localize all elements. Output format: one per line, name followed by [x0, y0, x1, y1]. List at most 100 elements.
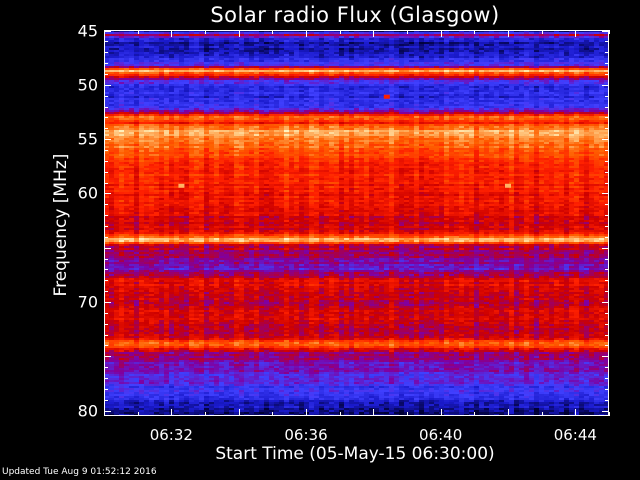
heatmap-cell [114, 72, 119, 74]
heatmap-cell [499, 52, 504, 54]
heatmap-cell [114, 58, 119, 60]
heatmap-cell [279, 114, 284, 116]
heatmap-cell [364, 76, 369, 78]
heatmap-cell [344, 90, 349, 92]
heatmap-cell [524, 62, 529, 64]
heatmap-cell [419, 46, 424, 48]
heatmap-cell [269, 102, 274, 104]
heatmap-cell [109, 110, 114, 112]
heatmap-cell [184, 110, 189, 112]
heatmap-cell [464, 56, 469, 58]
heatmap-cell [299, 56, 304, 58]
heatmap-cell [519, 70, 524, 72]
heatmap-cell [519, 96, 524, 98]
heatmap-cell [214, 106, 219, 108]
heatmap-cell [199, 68, 204, 70]
heatmap-cell [229, 44, 234, 46]
heatmap-cell [514, 32, 519, 34]
heatmap-cell [249, 92, 254, 94]
heatmap-cell [554, 110, 559, 112]
heatmap-cell [574, 82, 579, 84]
heatmap-cell [164, 124, 169, 126]
heatmap-cell [144, 102, 149, 104]
heatmap-cell [379, 48, 384, 50]
heatmap-cell [379, 74, 384, 76]
heatmap-cell [259, 56, 264, 58]
heatmap-cell [164, 126, 169, 128]
heatmap-cell [244, 76, 249, 78]
heatmap-cell [319, 48, 324, 50]
heatmap-cell [564, 58, 569, 60]
heatmap-cell [434, 98, 439, 100]
heatmap-cell [534, 110, 539, 112]
heatmap-cell [294, 86, 299, 88]
heatmap-cell [509, 36, 514, 38]
heatmap-cell [274, 66, 279, 68]
heatmap-cell [409, 120, 414, 122]
heatmap-cell [359, 100, 364, 102]
heatmap-cell [599, 38, 604, 40]
heatmap-cell [144, 82, 149, 84]
heatmap-cell [509, 112, 514, 114]
heatmap-cell [594, 64, 599, 66]
heatmap-cell [284, 38, 289, 40]
heatmap-cell [389, 86, 394, 88]
heatmap-cell [184, 72, 189, 74]
heatmap-cell [469, 70, 474, 72]
heatmap-cell [109, 60, 114, 62]
heatmap-cell [394, 88, 399, 90]
heatmap-cell [179, 60, 184, 62]
heatmap-cell [139, 46, 144, 48]
heatmap-cell [319, 74, 324, 76]
heatmap-cell [254, 54, 259, 56]
heatmap-cell [109, 46, 114, 48]
heatmap-cell [464, 90, 469, 92]
heatmap-cell [244, 44, 249, 46]
heatmap-cell [424, 60, 429, 62]
heatmap-cell [464, 60, 469, 62]
heatmap-cell [394, 120, 399, 122]
heatmap-cell [494, 88, 499, 90]
heatmap-cell [254, 48, 259, 50]
heatmap-cell [584, 112, 589, 114]
heatmap-cell [414, 32, 419, 34]
heatmap-cell [204, 34, 209, 36]
heatmap-cell [444, 118, 449, 120]
heatmap-cell [499, 70, 504, 72]
heatmap-cell [144, 118, 149, 120]
heatmap-cell [559, 66, 564, 68]
heatmap-cell [404, 82, 409, 84]
heatmap-cell [309, 62, 314, 64]
heatmap-cell [509, 56, 514, 58]
heatmap-cell [329, 86, 334, 88]
heatmap-cell [339, 80, 344, 82]
heatmap-cell [589, 36, 594, 38]
heatmap-cell [424, 64, 429, 66]
heatmap-cell [304, 96, 309, 98]
heatmap-cell [139, 80, 144, 82]
heatmap-cell [249, 62, 254, 64]
heatmap-cell [354, 102, 359, 104]
heatmap-cell [419, 32, 424, 34]
heatmap-cell [374, 76, 379, 78]
heatmap-cell [364, 106, 369, 108]
heatmap-cell [294, 66, 299, 68]
heatmap-cell [469, 48, 474, 50]
heatmap-cell [124, 112, 129, 114]
heatmap-cell [319, 122, 324, 124]
heatmap-cell [534, 120, 539, 122]
heatmap-cell [474, 122, 479, 124]
heatmap-cell [204, 78, 209, 80]
heatmap-cell [439, 86, 444, 88]
heatmap-cell [494, 54, 499, 56]
heatmap-cell [309, 106, 314, 108]
heatmap-cell [234, 80, 239, 82]
heatmap-cell [264, 84, 269, 86]
heatmap-cell [594, 80, 599, 82]
heatmap-cell [479, 126, 484, 128]
heatmap-cell [399, 44, 404, 46]
heatmap-cell [589, 76, 594, 78]
heatmap-cell [294, 92, 299, 94]
heatmap-cell [449, 52, 454, 54]
heatmap-cell [259, 96, 264, 98]
